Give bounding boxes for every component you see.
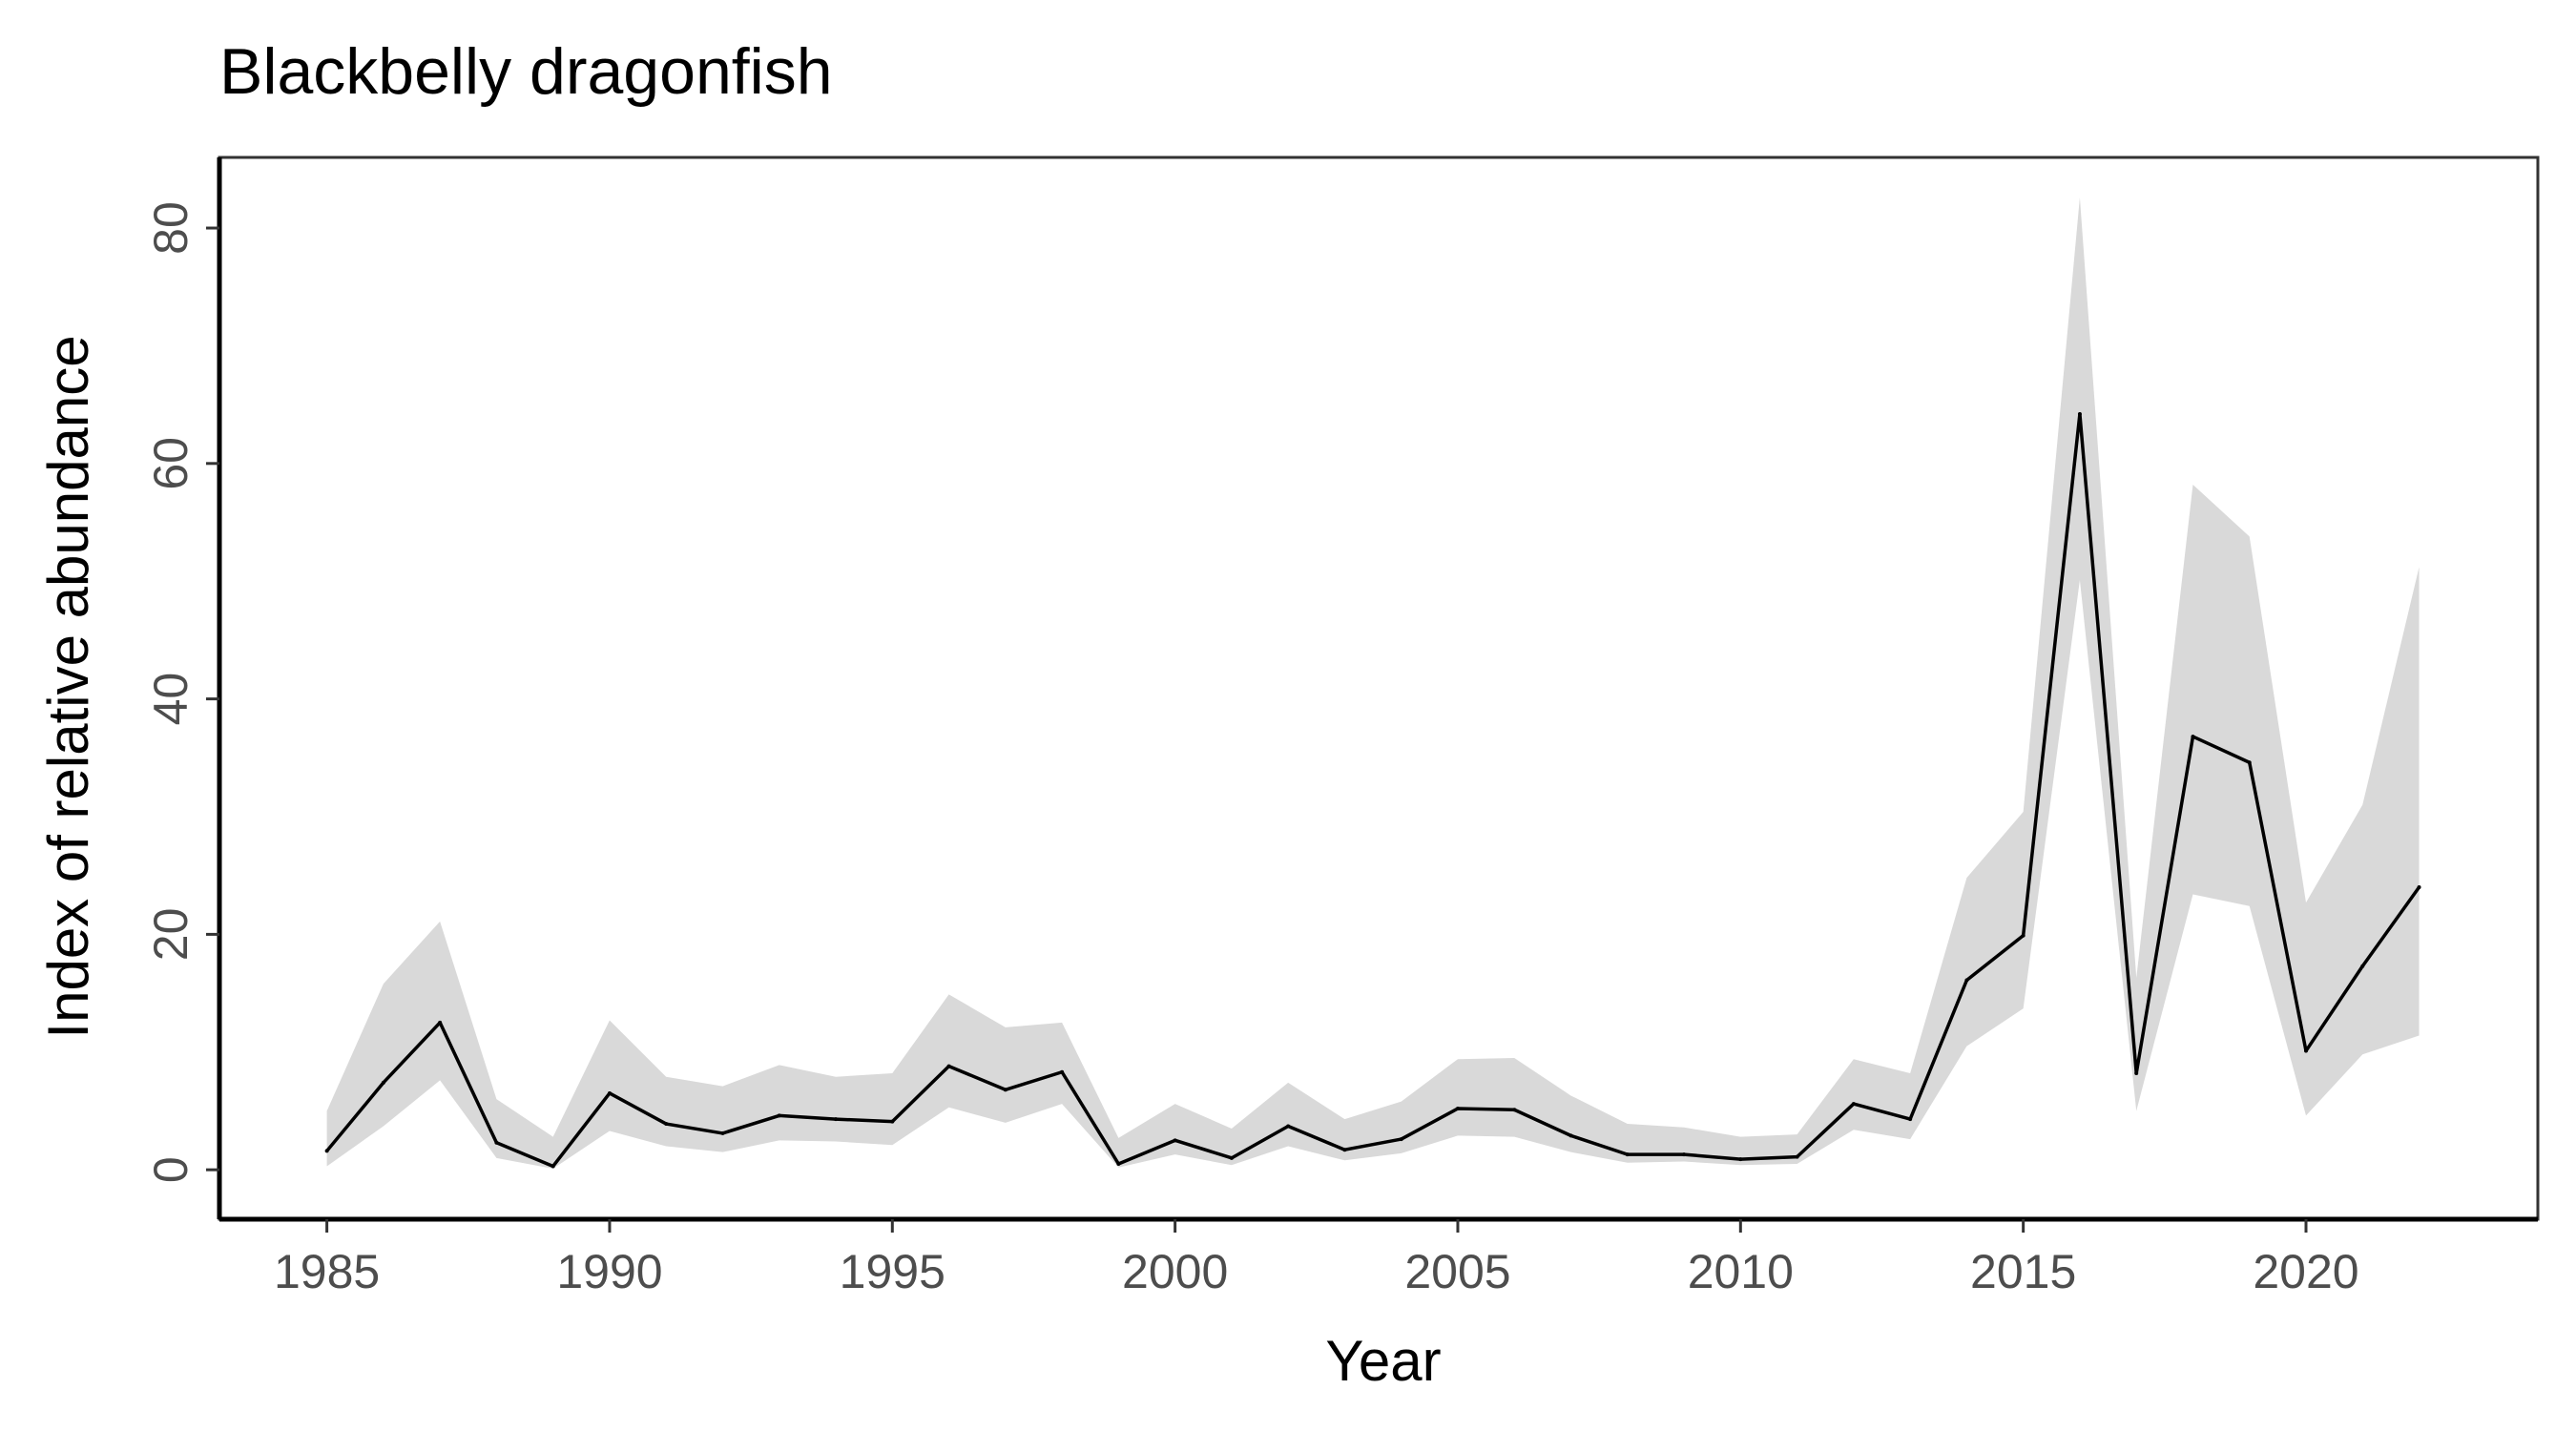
confidence-band-layer <box>326 197 2420 1169</box>
data-point <box>2191 735 2195 739</box>
data-point <box>1116 1162 1121 1167</box>
data-point <box>1455 1107 1460 1111</box>
chart-text: Blackbelly dragonfish Year Index of rela… <box>36 35 1442 1393</box>
data-point <box>607 1090 612 1095</box>
x-tick-label: 2010 <box>1688 1245 1794 1298</box>
data-point <box>494 1140 499 1145</box>
data-point <box>1908 1117 1913 1122</box>
data-point <box>1286 1124 1291 1129</box>
y-tick-label: 0 <box>144 1156 197 1183</box>
data-point <box>2134 1070 2139 1075</box>
chart-title: Blackbelly dragonfish <box>219 35 833 108</box>
data-point <box>324 1149 329 1153</box>
y-tick-label: 20 <box>144 908 197 962</box>
data-point <box>1003 1088 1008 1092</box>
data-point <box>2247 760 2252 765</box>
data-point <box>2304 1048 2308 1053</box>
data-point <box>2360 964 2365 968</box>
y-tick-label: 80 <box>144 201 197 255</box>
x-tick-label: 2015 <box>1970 1245 2076 1298</box>
y-tick-label: 60 <box>144 437 197 490</box>
data-point <box>720 1130 725 1135</box>
series-line-layer <box>324 412 2421 1169</box>
data-point <box>1512 1108 1517 1112</box>
data-point <box>1964 978 1969 983</box>
data-point <box>1399 1137 1403 1142</box>
data-point <box>1738 1157 1743 1162</box>
data-point <box>777 1113 781 1118</box>
data-point <box>1851 1102 1856 1107</box>
x-axis-title: Year <box>1325 1329 1441 1393</box>
y-axis-title: Index of relative abundance <box>36 335 100 1038</box>
x-tick-label: 2020 <box>2253 1245 2358 1298</box>
data-point <box>2417 885 2421 890</box>
data-point <box>946 1064 951 1068</box>
plot-frame <box>217 156 2540 1222</box>
x-tick-label: 1985 <box>274 1245 380 1298</box>
data-point <box>1342 1148 1347 1152</box>
data-point <box>1625 1152 1630 1157</box>
data-point <box>834 1117 839 1122</box>
confidence-band <box>326 197 2420 1169</box>
data-point <box>1229 1155 1234 1160</box>
data-point <box>664 1122 669 1127</box>
data-point <box>551 1164 555 1169</box>
data-point <box>1682 1152 1687 1157</box>
data-point <box>1173 1138 1177 1143</box>
data-point <box>2077 412 2082 416</box>
data-point <box>890 1119 895 1124</box>
y-tick-label: 40 <box>144 673 197 726</box>
x-tick-label: 1990 <box>556 1245 662 1298</box>
data-point <box>1568 1133 1573 1138</box>
x-tick-label: 1995 <box>840 1245 945 1298</box>
axes: 1985 1990 1995 2000 2005 2010 2015 2020 0 20 40 60 8… <box>144 201 2359 1298</box>
data-point <box>1795 1154 1799 1159</box>
data-point <box>1060 1069 1065 1074</box>
x-tick-label: 2005 <box>1404 1245 1510 1298</box>
data-point <box>438 1020 443 1025</box>
x-tick-label: 2000 <box>1122 1245 1228 1298</box>
data-point <box>2021 933 2025 938</box>
series-line <box>325 412 2420 1169</box>
data-point <box>381 1080 385 1085</box>
